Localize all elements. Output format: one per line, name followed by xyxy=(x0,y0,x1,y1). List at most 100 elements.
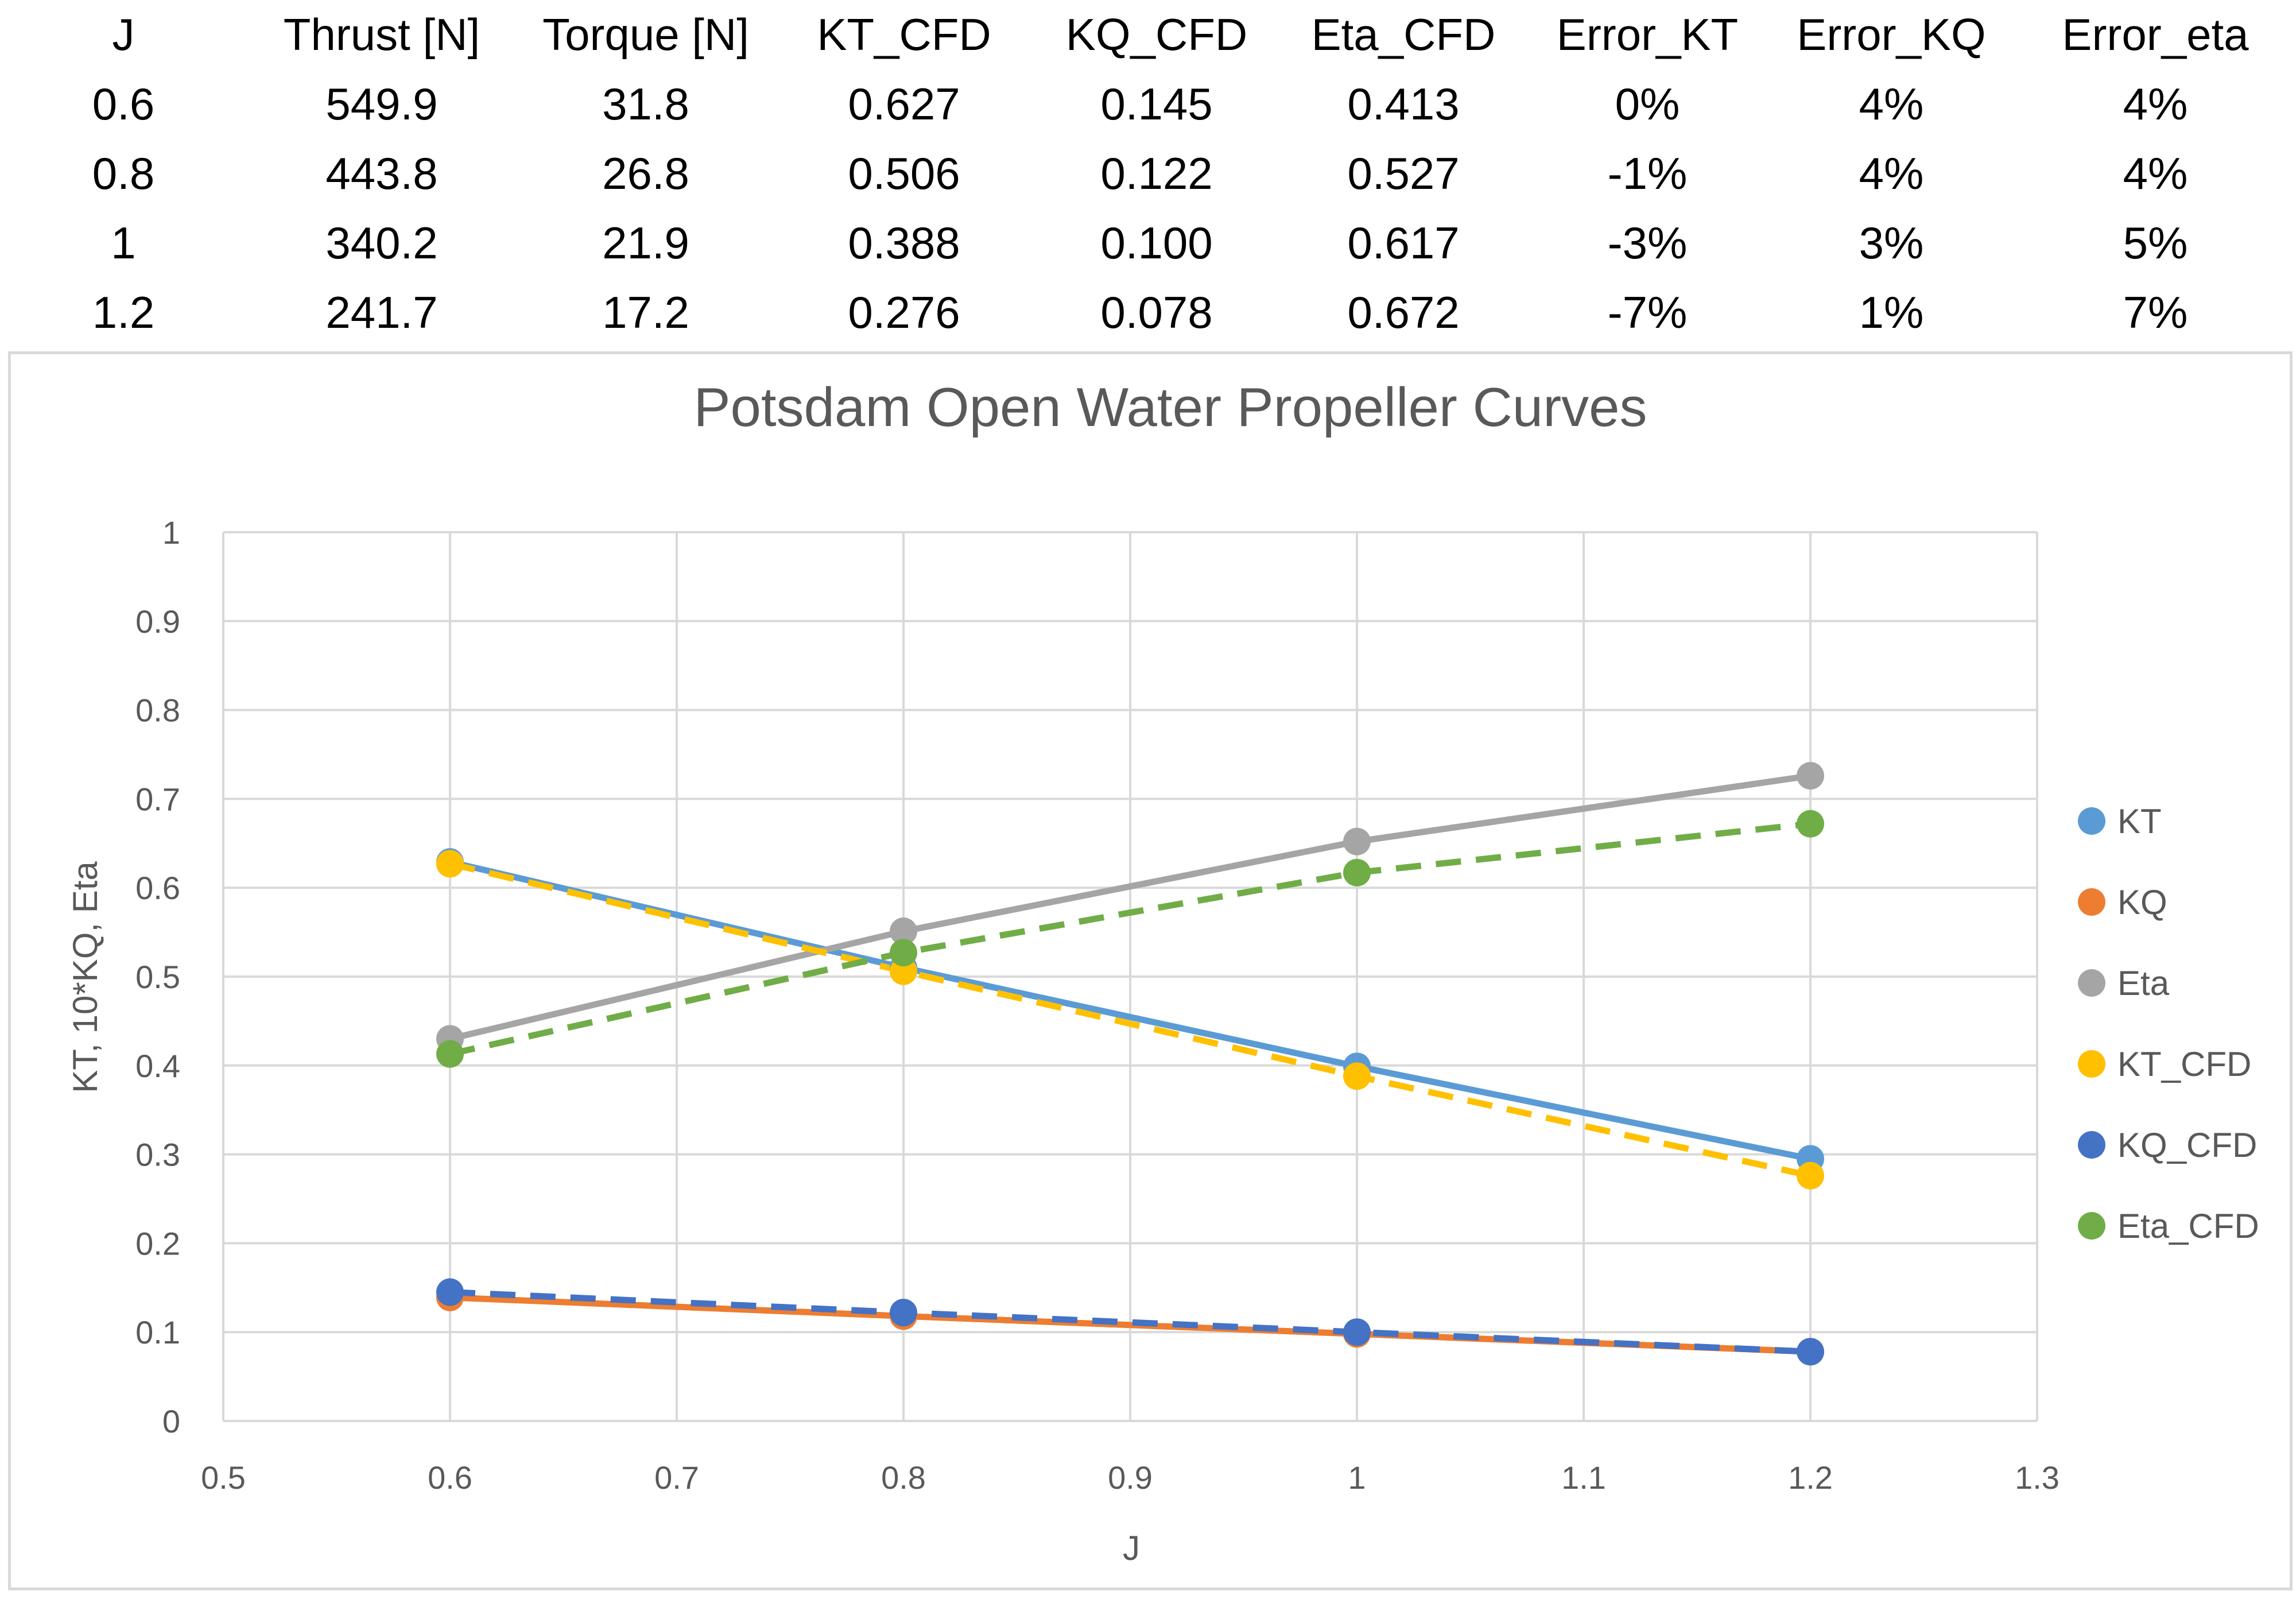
data-point-kq-cfd xyxy=(1343,1318,1371,1346)
data-point-kq-cfd xyxy=(436,1278,464,1306)
y-tick-label: 0.5 xyxy=(135,959,180,995)
table-cell: 0.145 xyxy=(1100,79,1213,129)
table-cell: 0.122 xyxy=(1100,148,1213,199)
table-header-cell: KQ_CFD xyxy=(1065,9,1248,60)
legend-marker xyxy=(2078,1212,2105,1240)
table-cell: 1 xyxy=(111,218,136,268)
table-cell: -7% xyxy=(1607,287,1688,338)
series-line-eta-cfd xyxy=(449,820,1811,1058)
y-tick-label: 0.1 xyxy=(135,1314,180,1350)
table-cell: 5% xyxy=(2123,218,2188,268)
y-tick-label: 0 xyxy=(162,1403,180,1439)
table-cell: 0.8 xyxy=(92,148,155,199)
table-header-cell: Error_KQ xyxy=(1797,9,1986,60)
y-axis-title: KT, 10*KQ, Eta xyxy=(66,861,104,1093)
y-tick-label: 0.3 xyxy=(135,1137,180,1173)
table-row: 0.8 443.8 26.8 0.506 0.122 0.527 -1% 4% 4% xyxy=(0,139,2296,208)
x-tick-label: 1.1 xyxy=(1561,1459,1606,1496)
table-cell: 340.2 xyxy=(325,218,438,268)
legend-marker xyxy=(2078,1050,2105,1078)
legend-label: Eta xyxy=(2117,964,2170,1002)
data-point-eta-cfd xyxy=(890,939,917,967)
chart-svg: 0.5 0.6 0.7 0.8 0.9 1 1.1 1.2 1.3 00.10.20.30.40… xyxy=(66,377,2259,1567)
table-cell: 17.2 xyxy=(602,287,689,338)
x-tick-label: 0.5 xyxy=(201,1459,246,1496)
table-header-cell: Eta_CFD xyxy=(1311,9,1496,60)
x-tick-label: 0.7 xyxy=(654,1459,699,1496)
data-point-eta xyxy=(1797,762,1824,790)
table-row: 1.2 241.7 17.2 0.276 0.078 0.672 -7% 1% 7% xyxy=(0,278,2296,347)
table-cell: 4% xyxy=(1859,79,1924,129)
y-tick-label: 0.6 xyxy=(135,870,180,906)
series-line-kt xyxy=(449,858,1812,1162)
table-cell: 0.388 xyxy=(848,218,960,268)
data-point-kq-cfd xyxy=(1797,1338,1824,1366)
table-cell: 7% xyxy=(2123,287,2188,338)
table-header-cell: KT_CFD xyxy=(817,9,991,60)
y-tick-label: 0.9 xyxy=(135,603,180,640)
legend-marker xyxy=(2078,969,2105,997)
table-cell: 31.8 xyxy=(602,79,689,129)
table-header-cell: Error_eta xyxy=(2062,9,2249,60)
table-cell: 3% xyxy=(1859,218,1924,268)
chart-area: 0.5 0.6 0.7 0.8 0.9 1 1.1 1.2 1.3 0 0.1 0.2 0.3 0.4 0… xyxy=(8,351,2293,1590)
y-tick-label: 1 xyxy=(162,514,180,551)
table-cell: 0% xyxy=(1615,79,1680,129)
table-cell: 1% xyxy=(1859,287,1924,338)
table-header-cell: Thrust [N] xyxy=(283,9,480,60)
data-point-kt-cfd xyxy=(436,850,464,878)
table-cell: 0.100 xyxy=(1100,218,1213,268)
y-tick-label: 0.2 xyxy=(135,1225,180,1261)
table-header-cell: J xyxy=(112,9,135,60)
table-row: 1 340.2 21.9 0.388 0.100 0.617 -3% 3% 5% xyxy=(0,208,2296,278)
x-tick-label: 1 xyxy=(1348,1459,1366,1496)
table-cell: 0.078 xyxy=(1100,287,1213,338)
legend-label: Eta_CFD xyxy=(2117,1207,2259,1245)
x-tick-label: 0.6 xyxy=(428,1459,472,1496)
table-header-cell: Torque [N] xyxy=(542,9,749,60)
legend-marker xyxy=(2078,1131,2105,1159)
legend-marker xyxy=(2078,807,2105,835)
legend-label: KQ xyxy=(2117,883,2167,921)
table-cell: 21.9 xyxy=(602,218,689,268)
table-cell: -3% xyxy=(1607,218,1688,268)
data-point-eta xyxy=(1343,827,1371,855)
table-cell: 0.627 xyxy=(848,79,960,129)
series-line-kq-cfd xyxy=(449,1289,1811,1355)
data-point-eta xyxy=(890,917,917,946)
data-point-eta-cfd xyxy=(1343,858,1371,886)
legend-marker xyxy=(2078,888,2105,916)
series-lines xyxy=(449,772,1812,1355)
table-header-cell: Error_KT xyxy=(1556,9,1739,60)
y-tick-labels: 0 0.1 0.2 0.3 0.4 0.5 0.6 0.7 0.8 0.9 1 xyxy=(135,514,180,1439)
legend-label: KQ_CFD xyxy=(2117,1126,2257,1164)
table-cell: 4% xyxy=(1859,148,1924,199)
table-cell: 26.8 xyxy=(602,148,689,199)
table-cell: 0.276 xyxy=(848,287,960,338)
table-cell: 241.7 xyxy=(325,287,438,338)
table-cell: 549.9 xyxy=(325,79,438,129)
table-cell: 0.506 xyxy=(848,148,960,199)
table-cell: 0.413 xyxy=(1347,79,1460,129)
table-header-row: J Thrust [N] Torque [N] KT_CFD KQ_CFD Eta_CFD… xyxy=(0,0,2296,69)
gridlines xyxy=(222,531,2038,1422)
table-cell: 4% xyxy=(2123,79,2188,129)
x-tick-label: 0.9 xyxy=(1108,1459,1153,1496)
table-row: 0.6 549.9 31.8 0.627 0.145 0.413 0% 4% 4% xyxy=(0,69,2296,139)
table-cell: -1% xyxy=(1607,148,1688,199)
data-point-eta-cfd xyxy=(436,1040,464,1068)
legend-label: KT_CFD xyxy=(2117,1045,2251,1083)
x-tick-label: 1.2 xyxy=(1788,1459,1833,1496)
x-tick-label: 1.3 xyxy=(2015,1459,2060,1496)
legend: KT KQ Eta KT_CFD KQ_CFD Eta_CFD xyxy=(2078,802,2259,1245)
x-tick-label: 0.8 xyxy=(881,1459,926,1496)
x-axis-title: J xyxy=(1123,1529,1140,1567)
series-markers xyxy=(436,762,1824,1366)
data-point-eta-cfd xyxy=(1797,810,1824,838)
table-cell: 0.527 xyxy=(1347,148,1460,199)
table-cell: 443.8 xyxy=(325,148,438,199)
series-line-kt-cfd xyxy=(449,861,1812,1179)
results-table: J Thrust [N] Torque [N] KT_CFD KQ_CFD Eta_CFD… xyxy=(0,0,2296,347)
y-tick-label: 0.8 xyxy=(135,692,180,729)
table-cell: 0.672 xyxy=(1347,287,1460,338)
